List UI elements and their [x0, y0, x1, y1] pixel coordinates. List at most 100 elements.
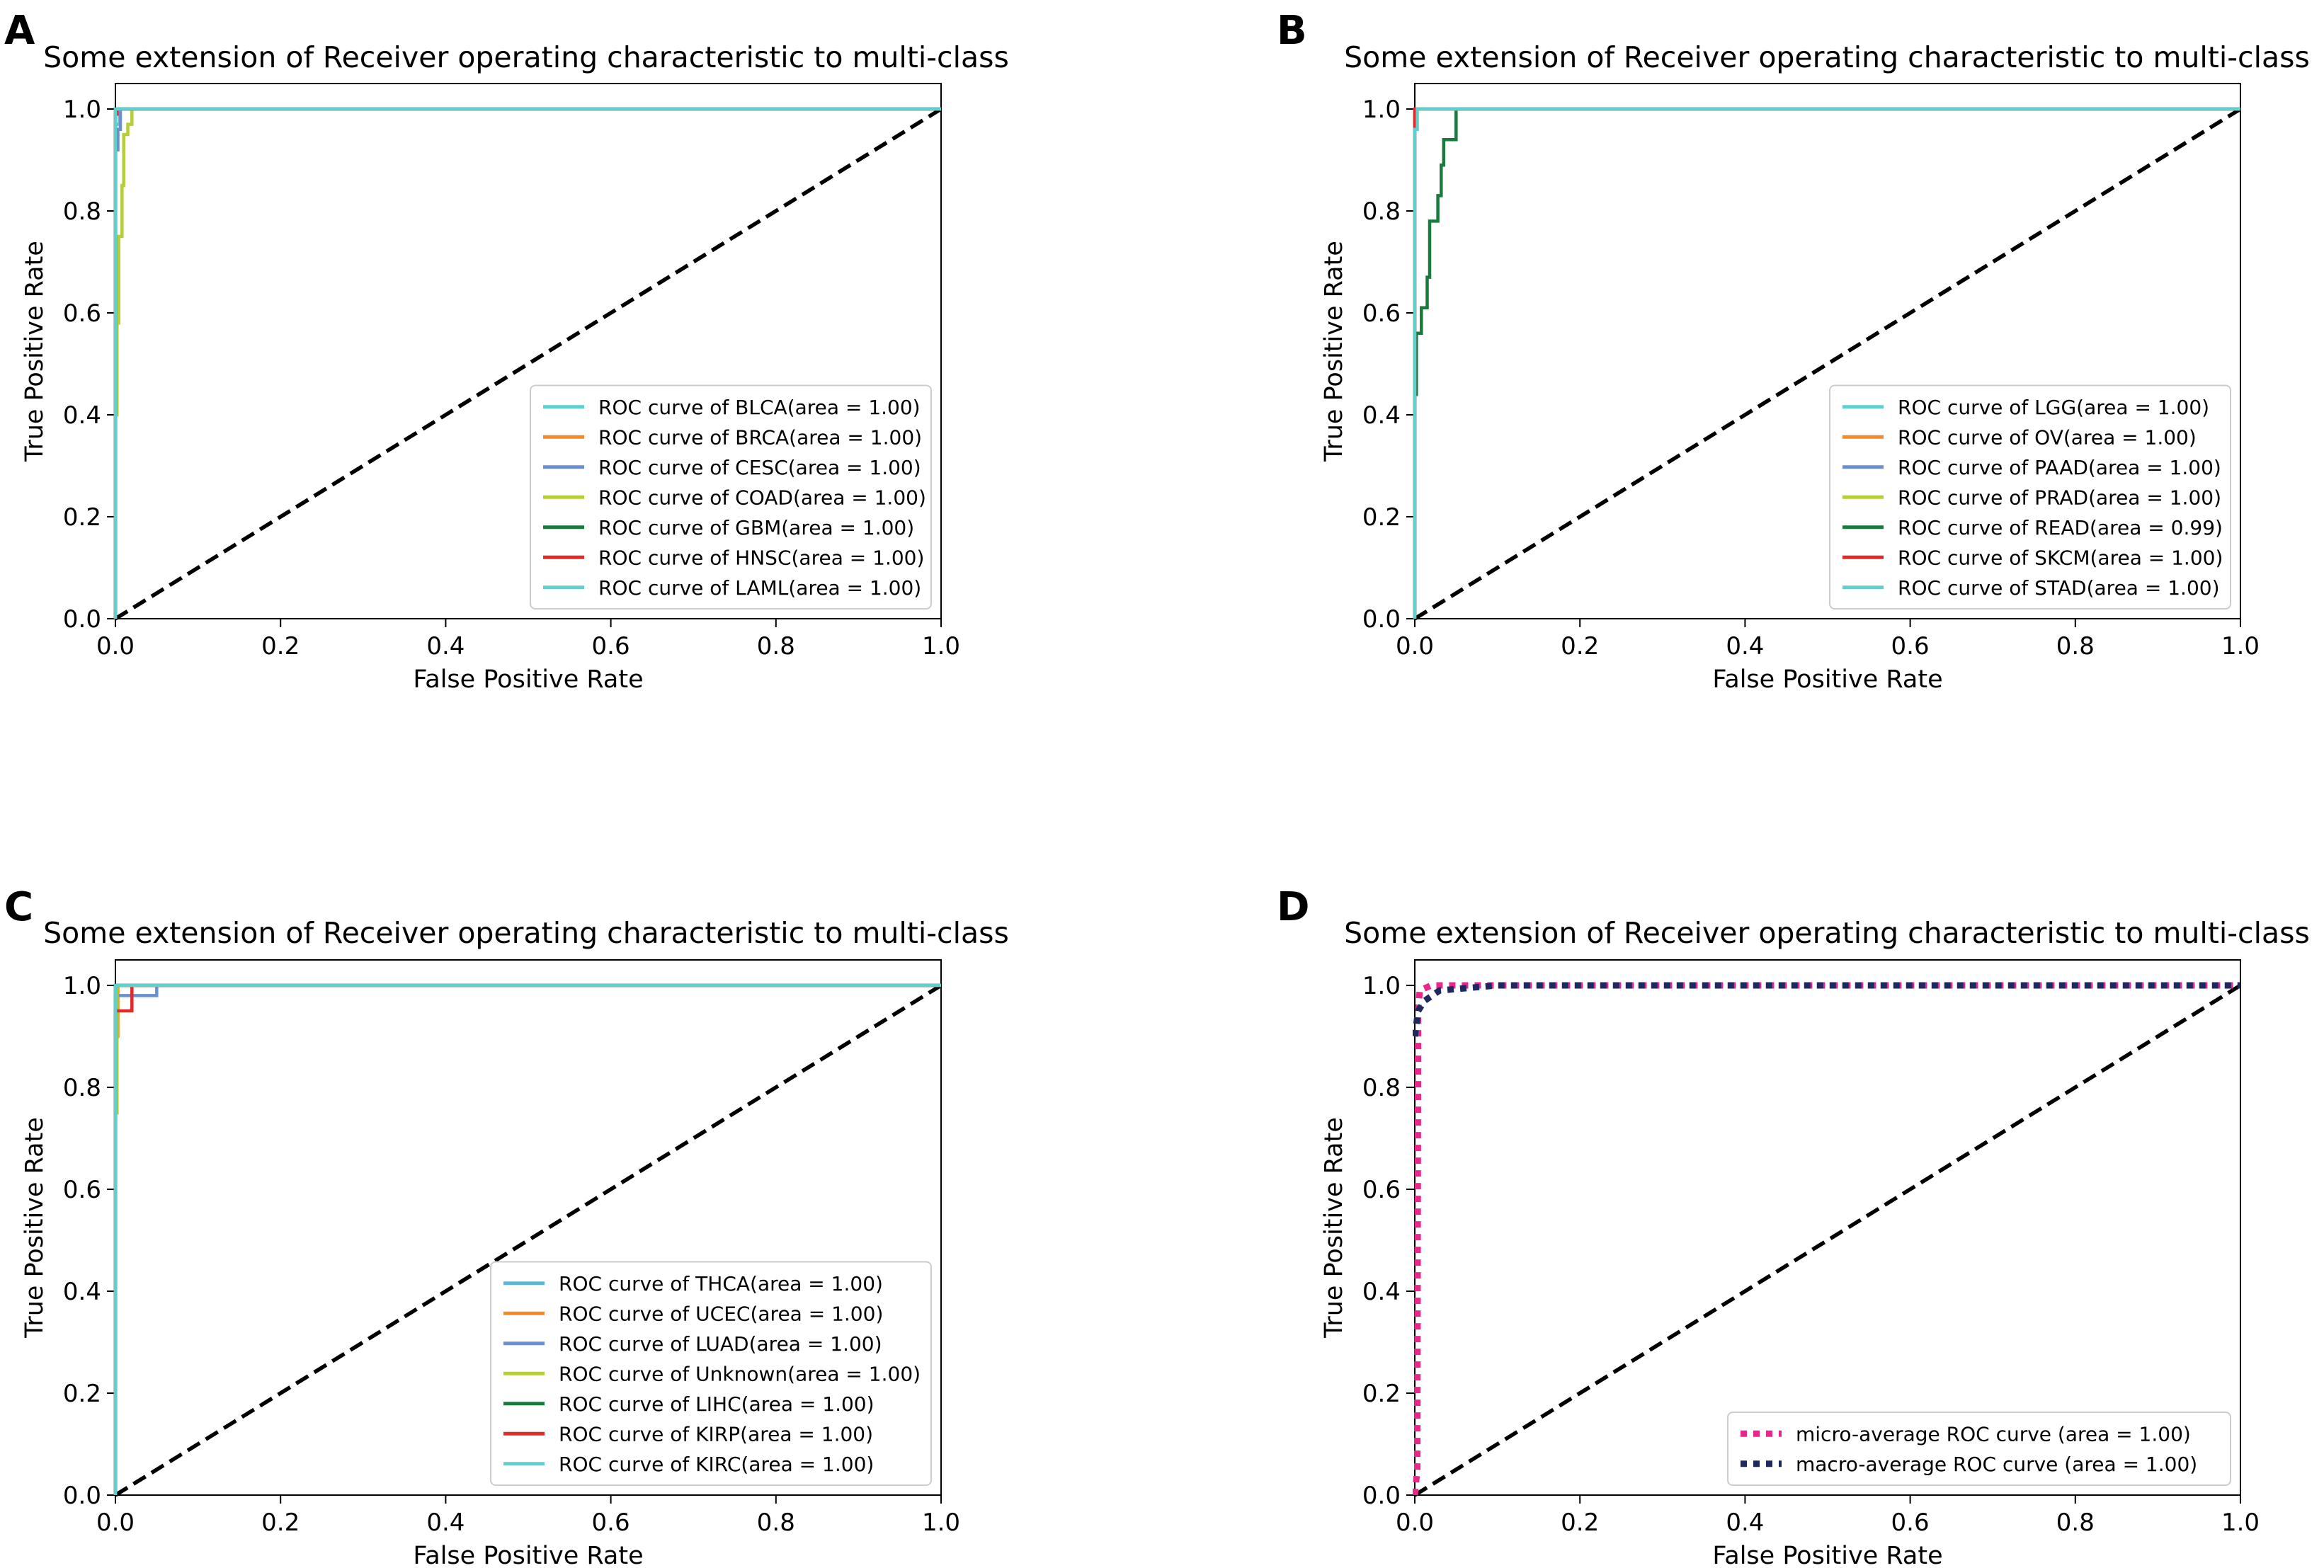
plot-area [1413, 107, 2242, 621]
roc-curve-series-5 [1413, 107, 2240, 619]
y-tick-label: 1.0 [63, 972, 101, 1000]
y-tick-label: 0.2 [1362, 503, 1401, 532]
x-tick-label: 0.0 [1396, 632, 1434, 660]
legend: ROC curve of LGG(area = 1.00) ROC curve o… [1829, 384, 2231, 610]
legend-entry-label: ROC curve of BLCA(area = 1.00) [598, 396, 921, 419]
y-axis-label: True Positive Rate [1320, 1117, 1348, 1339]
chance-diagonal-line [114, 983, 942, 1497]
y-tick-label: 1.0 [63, 96, 101, 124]
y-tick-label: 0.2 [63, 1380, 101, 1408]
y-tick-label: 1.0 [1362, 972, 1401, 1000]
legend-entry-label: ROC curve of CESC(area = 1.00) [598, 456, 921, 479]
y-tick-label: 0.0 [1362, 605, 1401, 634]
y-tick-label: 0.2 [1362, 1380, 1401, 1408]
legend-entry-label: ROC curve of PRAD(area = 1.00) [1898, 486, 2221, 509]
y-tick-label: 0.6 [63, 299, 101, 328]
plot-area [1413, 982, 2242, 1497]
legend-entry-label: ROC curve of STAD(area = 1.00) [1898, 576, 2220, 600]
x-tick-label: 0.0 [96, 632, 135, 660]
y-tick-label: 0.8 [1362, 198, 1401, 226]
panel-b: B Some extension of Receiver operating ch… [1277, 8, 2310, 694]
x-axis-label: False Positive Rate [1712, 665, 1942, 694]
legend: ROC curve of BLCA(area = 1.00) ROC curve … [530, 384, 932, 610]
chance-diagonal-line [114, 107, 942, 621]
chart-title: Some extension of Receiver operating cha… [43, 916, 1009, 950]
legend-box [530, 384, 932, 610]
legend-entry-label: ROC curve of READ(area = 0.99) [1898, 516, 2223, 539]
x-tick-label: 0.2 [1561, 632, 1599, 660]
y-axis-label: True Positive Rate [21, 241, 49, 462]
x-tick-label: 0.4 [1726, 632, 1764, 660]
legend-entry-label: micro-average ROC curve (area = 1.00) [1796, 1422, 2191, 1446]
plot-area [113, 107, 942, 621]
y-axis-label: True Positive Rate [1320, 241, 1348, 462]
x-tick-label: 0.4 [1726, 1509, 1764, 1537]
chance-diagonal-line [1413, 983, 2242, 1497]
legend-entry-label: ROC curve of UCEC(area = 1.00) [559, 1302, 883, 1325]
roc-curve-series-4 [113, 107, 941, 619]
x-tick-label: 1.0 [2221, 1509, 2260, 1537]
y-tick-label: 0.0 [63, 1482, 101, 1510]
roc-curve-series-7 [1413, 107, 2240, 619]
legend-entry-label: ROC curve of BRCA(area = 1.00) [598, 425, 922, 449]
x-tick-label: 0.6 [1891, 632, 1930, 660]
panel-letter: B [1277, 8, 1307, 54]
x-tick-label: 0.6 [592, 1509, 630, 1537]
roc-curve-series-7 [113, 983, 941, 1495]
legend-entry-label: ROC curve of Unknown(area = 1.00) [559, 1362, 921, 1385]
x-tick-label: 0.0 [1396, 1509, 1434, 1537]
roc-curve-series-7 [113, 107, 941, 619]
x-tick-label: 0.2 [261, 1509, 300, 1537]
plot-area [113, 983, 942, 1497]
legend-entry-label: ROC curve of THCA(area = 1.00) [559, 1272, 883, 1295]
x-axis-label: False Positive Rate [413, 665, 643, 694]
legend-entry-label: ROC curve of KIRP(area = 1.00) [559, 1422, 873, 1446]
x-axis-label: False Positive Rate [1712, 1542, 1942, 1568]
y-tick-label: 0.0 [1362, 1482, 1401, 1510]
y-tick-label: 0.8 [1362, 1074, 1401, 1102]
y-tick-label: 1.0 [1362, 96, 1401, 124]
x-tick-label: 0.8 [2056, 1509, 2095, 1537]
legend-entry-label: ROC curve of LGG(area = 1.00) [1898, 396, 2209, 419]
x-tick-label: 0.2 [261, 632, 300, 660]
x-tick-label: 0.6 [1891, 1509, 1930, 1537]
legend-entry-label: ROC curve of LIHC(area = 1.00) [559, 1392, 875, 1416]
y-tick-label: 0.0 [63, 605, 101, 634]
legend-entry-label: ROC curve of HNSC(area = 1.00) [598, 546, 924, 569]
legend-entry-label: ROC curve of PAAD(area = 1.00) [1898, 456, 2221, 479]
x-axis-label: False Positive Rate [413, 1542, 643, 1568]
y-tick-label: 0.6 [1362, 299, 1401, 328]
x-tick-label: 0.8 [757, 1509, 795, 1537]
legend: micro-average ROC curve (area = 1.00) mac… [1727, 1412, 2231, 1486]
x-tick-label: 0.8 [2056, 632, 2095, 660]
panel-d: D Some extension of Receiver operating ch… [1277, 884, 2310, 1568]
panel-letter: C [4, 884, 33, 930]
x-tick-label: 1.0 [922, 632, 960, 660]
y-tick-label: 0.8 [63, 1074, 101, 1102]
y-tick-label: 0.8 [63, 198, 101, 226]
x-tick-label: 0.4 [426, 632, 465, 660]
x-tick-label: 1.0 [2221, 632, 2260, 660]
legend-entry-label: ROC curve of OV(area = 1.00) [1898, 425, 2197, 449]
panel-letter: A [4, 8, 35, 54]
chance-diagonal-line [1413, 107, 2242, 621]
legend-entry-label: ROC curve of SKCM(area = 1.00) [1898, 546, 2223, 569]
chart-title: Some extension of Receiver operating cha… [43, 40, 1009, 74]
chart-title: Some extension of Receiver operating cha… [1344, 916, 2310, 950]
x-tick-label: 0.6 [592, 632, 630, 660]
legend-entry-label: ROC curve of KIRC(area = 1.00) [559, 1453, 874, 1476]
y-tick-label: 0.4 [63, 401, 101, 430]
x-tick-label: 1.0 [922, 1509, 960, 1537]
legend-entry-label: ROC curve of COAD(area = 1.00) [598, 486, 926, 509]
panel-letter: D [1277, 884, 1309, 930]
legend-entry-label: ROC curve of LAML(area = 1.00) [598, 576, 921, 600]
legend-entry-label: ROC curve of LUAD(area = 1.00) [559, 1332, 882, 1356]
y-axis-label: True Positive Rate [21, 1117, 49, 1339]
y-tick-label: 0.4 [63, 1278, 101, 1306]
legend: ROC curve of THCA(area = 1.00) ROC curve … [490, 1261, 932, 1486]
x-tick-label: 0.2 [1561, 1509, 1599, 1537]
legend-box [1727, 1412, 2231, 1486]
x-tick-label: 0.0 [96, 1509, 135, 1537]
